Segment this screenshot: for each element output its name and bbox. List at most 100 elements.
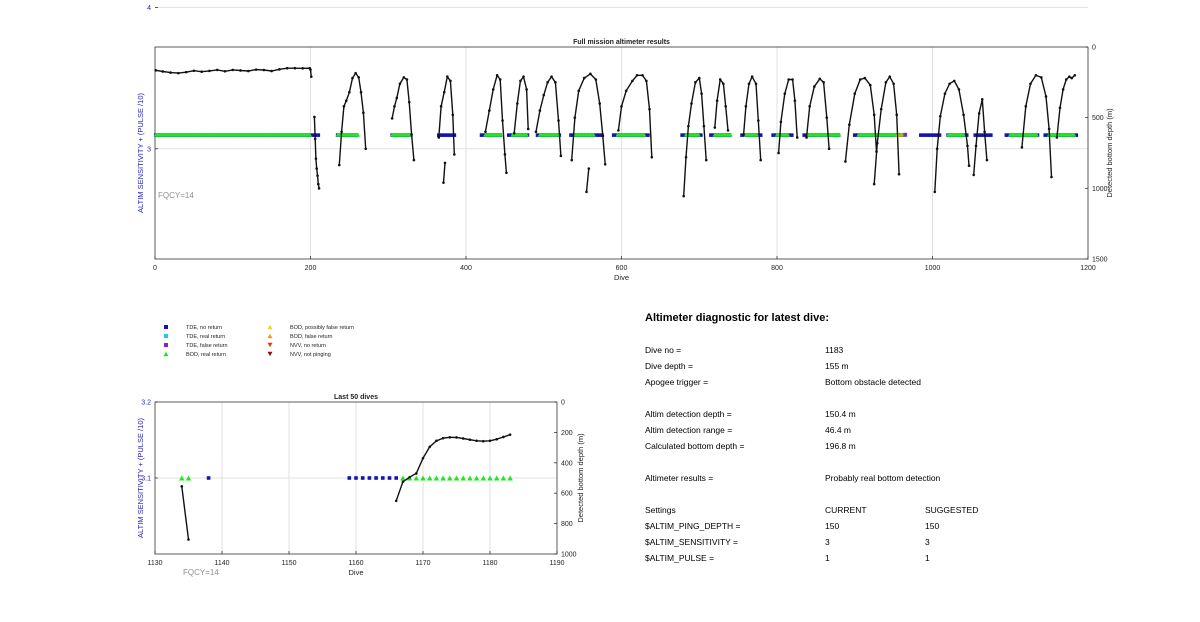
y-axis-label: ALTIM SENSITIVITY + (PULSE /10) [136, 93, 145, 213]
tde-no-return-marker [934, 133, 939, 137]
setting-label: $ALTIM_PULSE = [645, 553, 715, 563]
depth-point [402, 76, 406, 79]
depth-point [1040, 76, 1043, 79]
depth-point [187, 538, 190, 541]
x-tick-label: 1190 [549, 560, 564, 567]
legend-marker [163, 351, 169, 357]
depth-point [435, 439, 438, 443]
depth-point [461, 437, 465, 440]
depth-line [683, 76, 707, 197]
depth-point [239, 69, 242, 72]
depth-point [863, 76, 867, 80]
bod-real-return-marker [426, 475, 433, 481]
bod-real-return-marker [696, 132, 701, 137]
depth-point [875, 141, 879, 145]
depth-line [391, 76, 415, 161]
settings-header-suggested: SUGGESTED [925, 505, 979, 515]
depth-point [713, 126, 717, 129]
fqcy-annotation: FQCY=14 [158, 191, 194, 200]
tde-no-return-marker [740, 133, 744, 137]
depth-point [348, 90, 351, 94]
depth-point [313, 115, 316, 119]
settings-header-current: CURRENT [825, 505, 867, 515]
depth-point [779, 120, 783, 124]
diag-row-dive-no: Dive no = 1183 [645, 342, 1165, 358]
depth-point [180, 485, 184, 488]
depth-line [442, 162, 446, 183]
depth-line [585, 168, 590, 192]
depth-point [364, 147, 368, 151]
depth-point [439, 105, 443, 108]
depth-point [793, 99, 797, 103]
depth-point [967, 164, 971, 168]
bod-real-return-marker [447, 475, 453, 481]
tde-no-return-marker [443, 133, 447, 137]
depth-point [534, 130, 538, 134]
depth-point [952, 79, 956, 83]
depth-point [724, 105, 727, 108]
depth-point [270, 69, 273, 73]
depth-line [513, 75, 529, 134]
bod-real-return-marker [785, 132, 791, 137]
depth-point [301, 67, 305, 70]
depth-point [344, 99, 348, 103]
depth-point [519, 79, 522, 83]
depth-point [1055, 136, 1059, 139]
depth-point [542, 93, 546, 97]
depth-point [966, 144, 969, 148]
depth-point [858, 78, 862, 81]
bod-real-return-marker [473, 475, 480, 481]
tde-no-return-marker [506, 133, 511, 137]
diag-label: Altim detection depth = [645, 409, 732, 419]
chart-title: Full mission altimeter results [573, 39, 670, 46]
x-axis-label: Dive [348, 568, 363, 577]
depth-point [488, 439, 492, 443]
depth-line [844, 77, 878, 162]
depth-point [645, 79, 648, 83]
depth-point [620, 105, 623, 108]
legend-marker [267, 351, 273, 357]
depth-point [1068, 75, 1071, 78]
bod-real-return-marker [498, 132, 504, 137]
depth-point [525, 88, 528, 91]
bod-real-return-marker [1034, 132, 1039, 137]
bod-real-return-marker [453, 475, 460, 481]
depth-point [488, 109, 491, 112]
bod-real-return-marker [480, 475, 487, 481]
depth-line [535, 75, 562, 156]
y2-tick-label: 1000 [561, 552, 577, 559]
depth-point [468, 438, 472, 441]
bod-real-return-marker [507, 475, 513, 481]
bod-real-return-marker [500, 475, 507, 481]
tde-no-return-marker [985, 133, 990, 137]
depth-point [247, 69, 250, 73]
depth-point [808, 105, 811, 108]
tde-no-return-marker [611, 133, 616, 137]
depth-line [934, 79, 970, 192]
diag-row-apogee-trigger: Apogee trigger = Bottom obstacle detecte… [645, 374, 1165, 390]
tde-no-return-marker [354, 476, 358, 480]
depth-point [935, 147, 939, 151]
depth-point [315, 167, 319, 170]
bod-real-return-marker [487, 475, 493, 481]
depth-point [508, 433, 512, 436]
depth-point [546, 81, 549, 84]
depth-point [410, 133, 413, 136]
full-mission-chart: 0 200 400 600 800 1000 1200 3 4 0 500 1000 1500 Full … [136, 5, 1114, 282]
y2-tick-label: 0 [1092, 45, 1096, 52]
depth-point [1044, 95, 1048, 98]
depth-point [1020, 146, 1024, 149]
depth-point [704, 158, 708, 162]
legend-marker [164, 343, 168, 347]
x-tick-label: 1160 [348, 560, 363, 567]
depth-point [161, 70, 165, 73]
depth-point [446, 75, 449, 78]
bod-real-return-marker [355, 132, 361, 137]
depth-point [177, 71, 180, 75]
depth-point [516, 102, 519, 105]
x-tick-label: 0 [153, 265, 157, 272]
depth-point [401, 480, 405, 484]
depth-point [428, 445, 432, 449]
depth-point [573, 116, 577, 119]
y-tick-label: 3.1 [141, 476, 151, 483]
